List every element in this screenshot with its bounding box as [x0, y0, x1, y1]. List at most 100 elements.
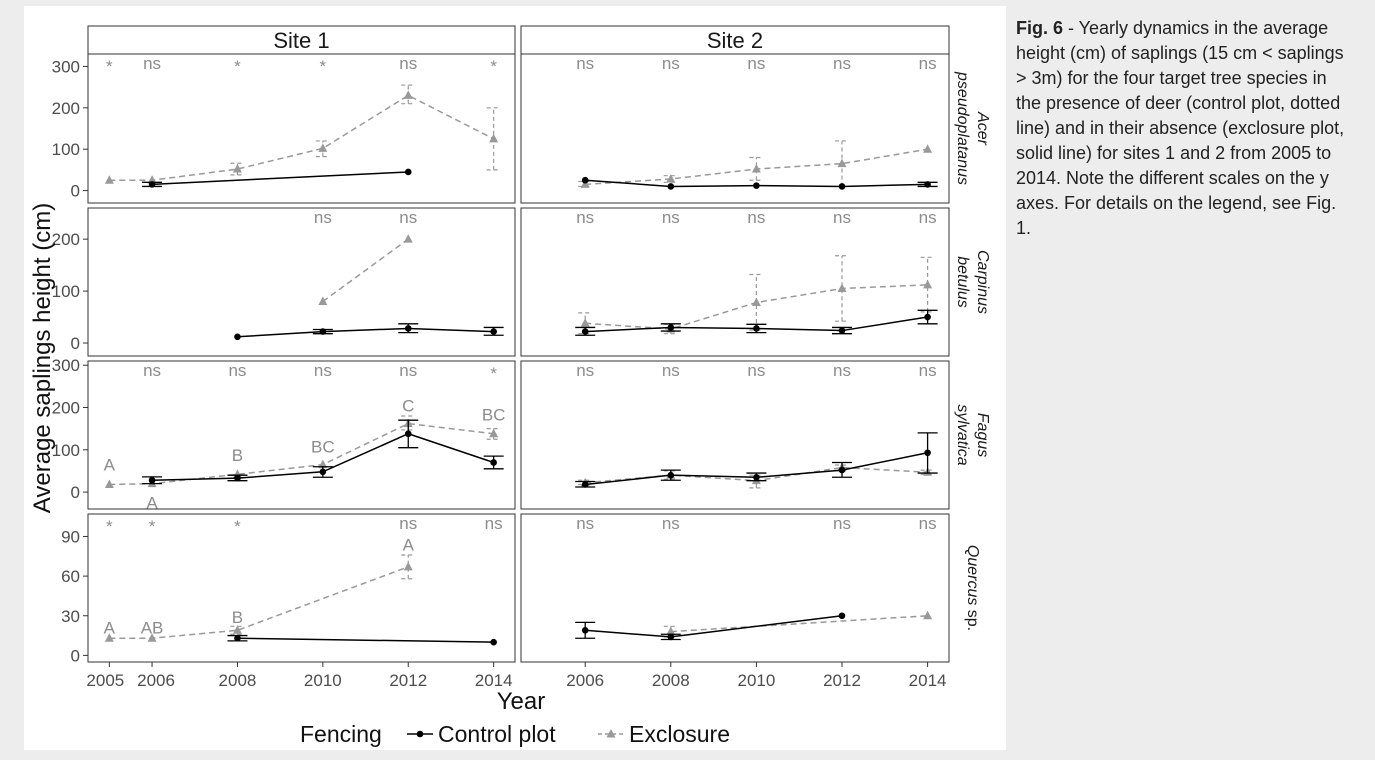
- significance-label: ns: [833, 361, 851, 380]
- y-tick-label: 300: [52, 356, 80, 375]
- facet-panel: ns ns ns ns: [520, 513, 950, 663]
- significance-label: *: [320, 57, 327, 76]
- control-point: [838, 612, 846, 620]
- significance-label: ns: [228, 361, 246, 380]
- y-tick-label: 0: [71, 646, 80, 665]
- exclosure-line: [109, 566, 409, 639]
- species-label-text: Quercus sp.: [964, 545, 981, 631]
- significance-label: ns: [576, 208, 594, 227]
- significance-label: *: [490, 364, 497, 383]
- exclosure-point: [580, 179, 590, 188]
- exclosure-point: [104, 633, 114, 642]
- group-letter-label: A: [104, 456, 116, 475]
- significance-label: ns: [919, 208, 937, 227]
- group-letter-label: BC: [311, 437, 335, 456]
- significance-label: *: [149, 517, 156, 536]
- significance-label: ns: [662, 208, 680, 227]
- significance-label: ns: [833, 208, 851, 227]
- legend-key-control-point: [416, 730, 424, 738]
- x-tick-label: 2006: [566, 671, 604, 690]
- significance-label: ns: [747, 54, 765, 73]
- caption-label: Fig. 6: [1016, 18, 1064, 38]
- control-point: [581, 176, 589, 184]
- significance-label: ns: [314, 208, 332, 227]
- exclosure-point: [489, 428, 499, 438]
- significance-label: ns: [399, 514, 417, 533]
- control-point: [753, 473, 760, 481]
- y-tick-label: 300: [52, 57, 80, 76]
- significance-label: ns: [576, 514, 594, 533]
- control-point: [319, 328, 327, 335]
- control-point: [838, 327, 846, 334]
- exclosure-point: [580, 318, 590, 327]
- control-point: [490, 459, 497, 466]
- exclosure-point: [403, 561, 413, 571]
- significance-label: ns: [662, 361, 680, 380]
- exclosure-point: [104, 479, 114, 488]
- x-tick-label: 2012: [389, 671, 427, 690]
- y-tick-label: 60: [61, 567, 80, 586]
- facet-panel: ns ns ns ns ns: [520, 53, 950, 204]
- control-point: [838, 466, 846, 474]
- significance-label: ns: [747, 361, 765, 380]
- exclosure-point: [403, 234, 413, 243]
- significance-label: ns: [399, 361, 417, 380]
- exclosure-point: [837, 158, 847, 168]
- significance-label: ns: [314, 361, 332, 380]
- exclosure-point: [923, 279, 933, 289]
- legend-label-exclosure: Exclosure: [629, 721, 730, 747]
- caption-text: - Yearly dynamics in the average height …: [1016, 18, 1345, 238]
- exclosure-point: [147, 633, 157, 642]
- species-label-line: betulus: [954, 256, 971, 308]
- y-tick-label: 30: [61, 607, 80, 626]
- control-point: [404, 430, 412, 438]
- control-point: [667, 324, 675, 331]
- control-point: [924, 313, 931, 321]
- x-tick-label: 2005: [86, 671, 124, 690]
- control-point: [924, 181, 931, 188]
- panel-border: [87, 53, 516, 204]
- group-letter-label: A: [146, 494, 158, 513]
- x-tick-label: 2010: [304, 671, 342, 690]
- control-point: [667, 183, 675, 190]
- significance-label: ns: [833, 514, 851, 533]
- exclosure-point: [232, 625, 242, 634]
- control-point: [581, 481, 589, 488]
- exclosure-point: [403, 90, 413, 99]
- x-tick-label: 2008: [652, 671, 690, 690]
- x-tick-label: 2012: [823, 671, 861, 690]
- facet-panel: * * * ns ns A AB B A: [87, 513, 516, 663]
- control-point: [404, 168, 412, 176]
- panel-border: [520, 513, 950, 663]
- control-point: [581, 328, 589, 335]
- x-tick-label: 2010: [737, 671, 775, 690]
- y-tick-label: 100: [52, 282, 80, 301]
- significance-label: ns: [919, 54, 937, 73]
- site-strip-label: Site 2: [707, 28, 763, 53]
- figure-panel: Site 1 Site 2 Acer pseudoplatanus Carpinus be…: [24, 6, 1006, 750]
- legend: Fencing Control plot Exclosure: [300, 721, 730, 747]
- control-point: [319, 468, 327, 476]
- control-line: [237, 327, 494, 338]
- control-point: [667, 633, 675, 641]
- species-label-line: sylvatica: [954, 404, 971, 465]
- exclosure-point: [666, 626, 676, 636]
- legend-title: Fencing: [300, 721, 382, 747]
- exclosure-point: [751, 164, 761, 173]
- exclosure-line: [670, 615, 928, 633]
- significance-label: ns: [576, 54, 594, 73]
- exclosure-point: [666, 173, 676, 183]
- control-point: [148, 476, 156, 484]
- significance-label: *: [234, 517, 241, 536]
- control-point: [838, 183, 846, 190]
- control-point: [404, 325, 412, 332]
- significance-label: *: [490, 57, 497, 76]
- site-strip: [87, 25, 516, 55]
- x-tick-label: 2008: [219, 671, 257, 690]
- significance-label: ns: [662, 54, 680, 73]
- exclosure-point: [147, 175, 157, 184]
- significance-label: *: [106, 57, 113, 76]
